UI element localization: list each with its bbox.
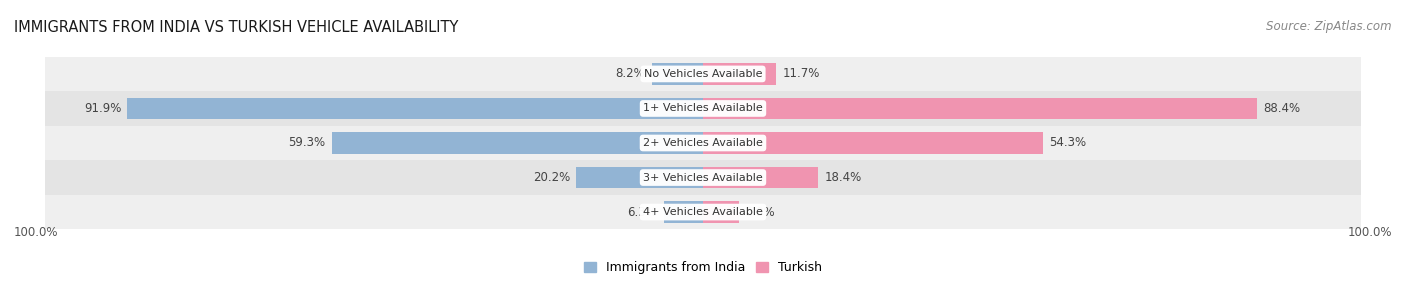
Bar xyxy=(651,63,703,85)
Text: 1+ Vehicles Available: 1+ Vehicles Available xyxy=(643,104,763,114)
Bar xyxy=(45,126,1361,160)
Text: 3+ Vehicles Available: 3+ Vehicles Available xyxy=(643,172,763,182)
Text: 100.0%: 100.0% xyxy=(1347,226,1392,239)
Bar xyxy=(576,167,703,188)
Bar xyxy=(45,195,1361,229)
Text: 4+ Vehicles Available: 4+ Vehicles Available xyxy=(643,207,763,217)
Text: 59.3%: 59.3% xyxy=(288,136,325,150)
Text: 11.7%: 11.7% xyxy=(783,67,820,80)
Text: 6.3%: 6.3% xyxy=(627,206,657,219)
Bar xyxy=(332,132,703,154)
Bar xyxy=(128,98,703,119)
Text: 100.0%: 100.0% xyxy=(14,226,59,239)
Bar xyxy=(45,160,1361,195)
Text: 20.2%: 20.2% xyxy=(533,171,571,184)
Bar xyxy=(664,201,703,223)
Bar xyxy=(703,132,1043,154)
Text: 54.3%: 54.3% xyxy=(1049,136,1087,150)
Text: 2+ Vehicles Available: 2+ Vehicles Available xyxy=(643,138,763,148)
Text: 18.4%: 18.4% xyxy=(824,171,862,184)
Legend: Immigrants from India, Turkish: Immigrants from India, Turkish xyxy=(583,261,823,274)
Text: 5.8%: 5.8% xyxy=(745,206,775,219)
Text: 91.9%: 91.9% xyxy=(84,102,121,115)
Bar xyxy=(45,57,1361,91)
Text: 88.4%: 88.4% xyxy=(1263,102,1301,115)
Bar xyxy=(703,63,776,85)
Text: No Vehicles Available: No Vehicles Available xyxy=(644,69,762,79)
Bar xyxy=(703,98,1257,119)
Bar xyxy=(703,167,818,188)
Bar xyxy=(703,201,740,223)
Text: IMMIGRANTS FROM INDIA VS TURKISH VEHICLE AVAILABILITY: IMMIGRANTS FROM INDIA VS TURKISH VEHICLE… xyxy=(14,20,458,35)
Bar xyxy=(45,91,1361,126)
Text: 8.2%: 8.2% xyxy=(616,67,645,80)
Text: Source: ZipAtlas.com: Source: ZipAtlas.com xyxy=(1267,20,1392,33)
